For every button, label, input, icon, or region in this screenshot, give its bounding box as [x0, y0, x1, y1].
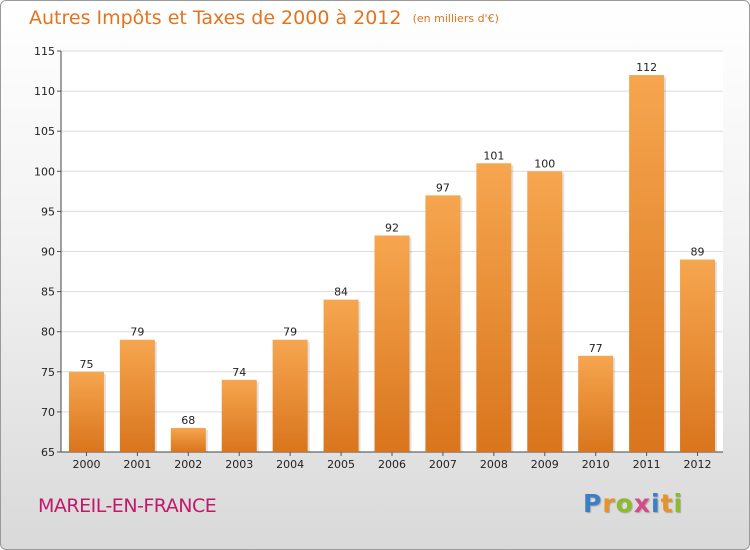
x-tick-label: 2001	[123, 458, 151, 471]
x-tick-label: 2011	[633, 458, 661, 471]
logo-letter: r	[602, 489, 616, 518]
bar	[425, 195, 461, 453]
y-tick-label: 110	[34, 85, 55, 98]
y-tick-label: 75	[41, 366, 55, 379]
logo-letter: P	[583, 489, 603, 518]
chart-title-text: Autres Impôts et Taxes de 2000 à 2012	[29, 7, 402, 29]
y-tick-label: 95	[41, 205, 55, 218]
x-tick-label: 2004	[276, 458, 304, 471]
x-tick-label: 2008	[480, 458, 508, 471]
data-label: 75	[79, 358, 93, 371]
bar	[221, 379, 257, 452]
data-label: 84	[334, 286, 348, 299]
data-label: 100	[534, 157, 555, 170]
logo-letter: x	[633, 489, 651, 518]
y-tick-label: 80	[41, 326, 55, 339]
data-label: 74	[232, 366, 246, 379]
x-tick-label: 2007	[429, 458, 457, 471]
bar	[323, 299, 359, 452]
proxiti-logo[interactable]: Proxiti	[583, 489, 683, 518]
bar	[578, 355, 614, 452]
x-tick-label: 2006	[378, 458, 406, 471]
chart-unit: (en milliers d'€)	[412, 12, 499, 25]
y-tick-label: 65	[41, 446, 55, 459]
bar	[629, 75, 665, 452]
data-label: 68	[181, 414, 195, 427]
y-tick-label: 70	[41, 406, 55, 419]
x-tick-label: 2003	[225, 458, 253, 471]
x-tick-label: 2005	[327, 458, 355, 471]
data-label: 92	[385, 221, 399, 234]
y-tick-label: 85	[41, 286, 55, 299]
bar	[68, 371, 104, 452]
bar	[374, 235, 410, 452]
bar	[272, 339, 308, 452]
data-label: 101	[483, 149, 504, 162]
logo-letter: t	[660, 489, 674, 518]
bar	[476, 163, 512, 452]
bar	[119, 339, 155, 452]
chart-title: Autres Impôts et Taxes de 2000 à 2012 (e…	[29, 7, 499, 29]
data-label: 89	[691, 246, 705, 259]
bar	[680, 259, 716, 452]
data-label: 77	[589, 342, 603, 355]
commune-name: MAREIL-EN-FRANCE	[38, 495, 217, 517]
bar	[527, 171, 563, 453]
x-tick-label: 2009	[531, 458, 559, 471]
data-label: 112	[636, 61, 657, 74]
data-label: 97	[436, 181, 450, 194]
bar	[170, 427, 206, 452]
logo-letter: i	[673, 489, 684, 518]
data-label: 79	[283, 326, 297, 339]
logo-letter: i	[651, 489, 661, 518]
y-tick-label: 105	[34, 125, 55, 138]
x-tick-label: 2002	[174, 458, 202, 471]
x-tick-label: 2010	[582, 458, 610, 471]
y-tick-label: 115	[34, 45, 55, 58]
y-tick-label: 100	[34, 165, 55, 178]
y-tick-label: 90	[41, 246, 55, 259]
logo-letter: o	[615, 489, 634, 518]
x-tick-label: 2000	[72, 458, 100, 471]
data-label: 79	[130, 326, 144, 339]
x-tick-label: 2012	[684, 458, 712, 471]
